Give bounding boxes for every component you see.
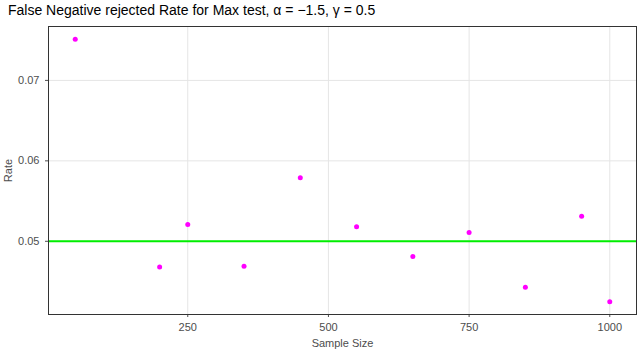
svg-text:0.07: 0.07 — [18, 74, 39, 86]
svg-text:500: 500 — [319, 321, 337, 333]
svg-text:250: 250 — [179, 321, 197, 333]
svg-text:0.06: 0.06 — [18, 154, 39, 166]
html-text:False Negative rejected Rate f: False Negative rejected Rate for Max tes… — [8, 2, 376, 18]
svg-text:Sample Size: Sample Size — [312, 337, 374, 349]
svg-text:1000: 1000 — [598, 321, 622, 333]
svg-text:0.05: 0.05 — [18, 235, 39, 247]
svg-text:750: 750 — [460, 321, 478, 333]
svg-text:Rate: Rate — [2, 159, 14, 182]
